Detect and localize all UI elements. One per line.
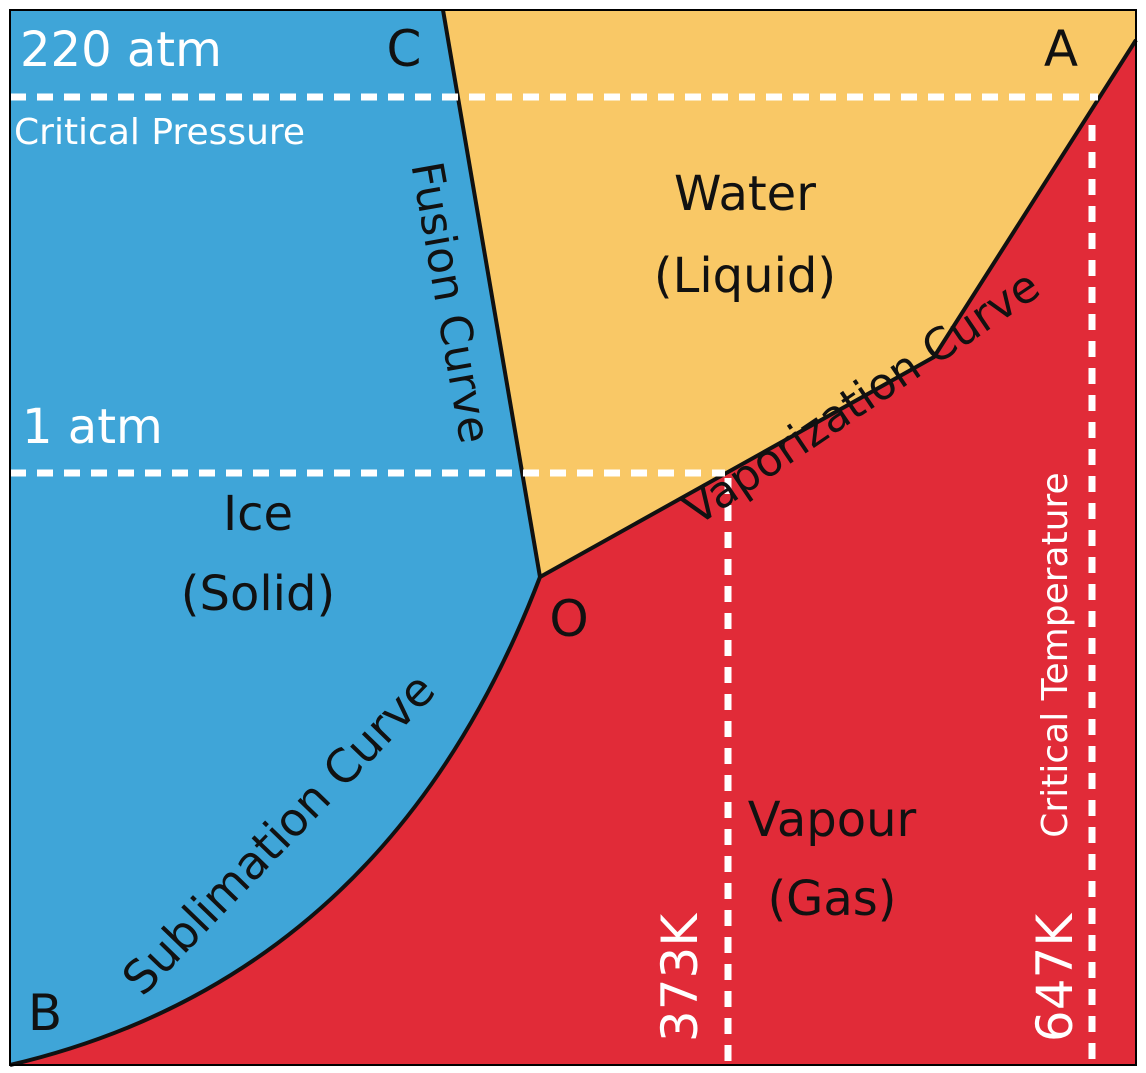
sublimation-curve [9, 576, 542, 1067]
critical-temperature-label: Critical Temperature [1035, 472, 1076, 837]
gas-name: Vapour [748, 792, 917, 848]
vaporization-curve [539, 38, 1138, 579]
liquid-name: Water [674, 166, 816, 222]
solid-name: Ice [223, 486, 293, 542]
normal-pressure-value: 1 atm [22, 399, 163, 455]
point-a-label: A [1044, 20, 1078, 78]
liquid-state: (Liquid) [654, 248, 836, 304]
point-o-label: O [549, 590, 588, 648]
boiling-temperature-value: 373K [651, 913, 709, 1042]
fusion-curve [441, 9, 542, 578]
critical-temperature-value: 647K [1026, 913, 1084, 1042]
liquid-region [443, 10, 1136, 577]
gas-state: (Gas) [767, 871, 896, 927]
point-c-label: C [387, 20, 422, 78]
solid-state: (Solid) [181, 566, 335, 622]
point-b-label: B [28, 984, 62, 1042]
diagram-border [9, 9, 1137, 1066]
critical-pressure-label: Critical Pressure [14, 112, 305, 153]
solid-region [10, 10, 540, 1065]
critical-pressure-value: 220 atm [20, 22, 222, 78]
